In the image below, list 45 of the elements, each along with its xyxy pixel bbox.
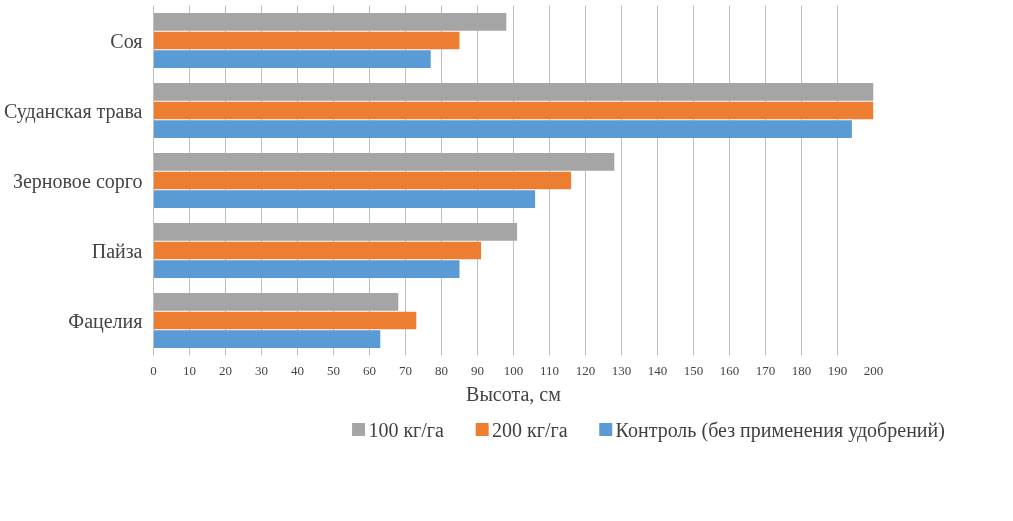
y-tick-label: Соя <box>110 29 143 52</box>
bar <box>153 12 507 31</box>
y-tick-label: Зерновое сорго <box>12 169 143 193</box>
legend-label: Контроль (без применения удобрений) <box>615 418 945 442</box>
x-tick-label: 50 <box>327 362 340 378</box>
bar <box>153 101 874 120</box>
x-tick-label: 40 <box>291 362 304 378</box>
x-tick-label: 170 <box>755 362 776 378</box>
y-tick-label: Фацелия <box>68 309 143 333</box>
x-tick-label: 30 <box>255 362 268 378</box>
bar <box>153 82 874 101</box>
x-tick-label: 180 <box>791 362 812 378</box>
y-tick-label: Пайза <box>91 239 143 262</box>
legend-label: 200 кг/га <box>492 418 568 441</box>
y-tick-label: Суданская трава <box>3 99 143 123</box>
bar <box>153 190 536 209</box>
x-tick-label: 160 <box>719 362 740 378</box>
x-tick-label: 20 <box>219 362 232 378</box>
x-tick-label: 130 <box>611 362 632 378</box>
x-tick-label: 0 <box>150 362 157 378</box>
bar <box>153 171 572 190</box>
x-tick-label: 100 <box>503 362 524 378</box>
bar <box>153 292 399 311</box>
x-tick-label: 190 <box>827 362 848 378</box>
x-tick-label: 70 <box>399 362 412 378</box>
bar <box>153 50 431 69</box>
x-tick-label: 60 <box>363 362 376 378</box>
x-tick-label: 120 <box>575 362 596 378</box>
x-tick-label: 10 <box>183 362 196 378</box>
x-tick-label: 150 <box>683 362 704 378</box>
x-axis-title: Высота, см <box>466 382 562 405</box>
bar <box>153 311 417 330</box>
x-tick-label: 80 <box>435 362 448 378</box>
bar <box>153 241 482 260</box>
bar <box>153 260 460 279</box>
legend-label: 100 кг/га <box>368 418 445 441</box>
x-tick-label: 110 <box>539 362 560 378</box>
bar <box>153 152 615 171</box>
x-tick-label: 200 <box>863 362 884 378</box>
bar <box>153 222 518 241</box>
bar <box>153 31 460 50</box>
bar <box>153 330 381 349</box>
x-tick-label: 90 <box>471 362 484 378</box>
x-tick-label: 140 <box>647 362 668 378</box>
bar <box>153 120 852 139</box>
